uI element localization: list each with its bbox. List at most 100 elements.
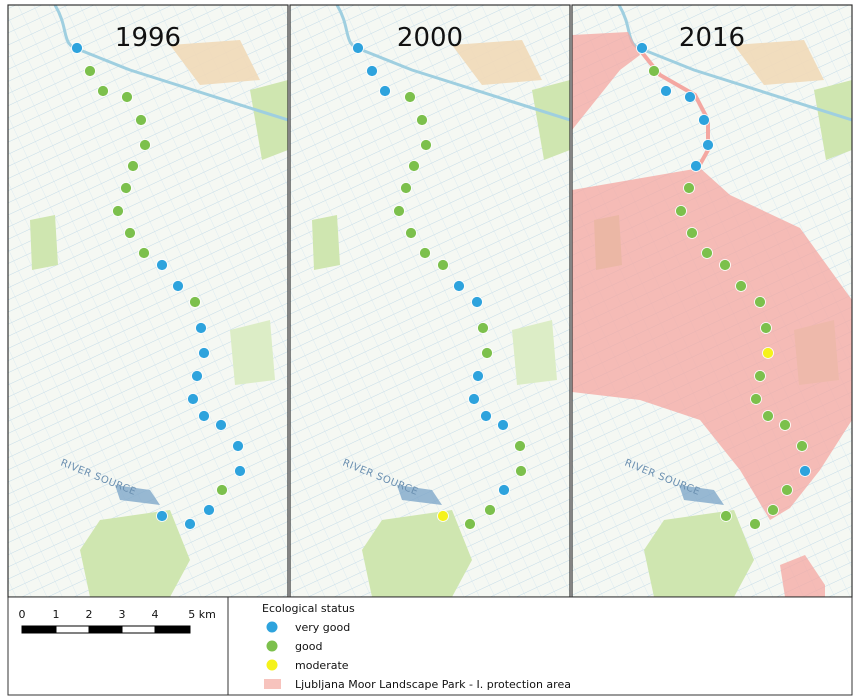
status-dot bbox=[139, 139, 151, 151]
status-dot bbox=[468, 393, 480, 405]
status-dot bbox=[97, 85, 109, 97]
status-dot bbox=[760, 322, 772, 334]
scale-segment bbox=[154, 625, 191, 634]
forest bbox=[532, 80, 570, 160]
status-dot bbox=[112, 205, 124, 217]
urban-area bbox=[734, 40, 824, 85]
legend-label: good bbox=[295, 640, 322, 653]
status-dot bbox=[480, 410, 492, 422]
status-dot bbox=[156, 259, 168, 271]
status-dot bbox=[481, 347, 493, 359]
status-dot bbox=[187, 393, 199, 405]
status-dot bbox=[404, 91, 416, 103]
scale-label: 5 km bbox=[188, 608, 216, 621]
status-dot bbox=[464, 518, 476, 530]
status-dot bbox=[127, 160, 139, 172]
status-dot bbox=[750, 393, 762, 405]
status-dot bbox=[120, 182, 132, 194]
status-dot bbox=[749, 518, 761, 530]
protection-area bbox=[780, 555, 825, 597]
status-dot bbox=[366, 65, 378, 77]
status-dot bbox=[472, 370, 484, 382]
status-dot bbox=[514, 440, 526, 452]
legend-swatch bbox=[264, 679, 281, 689]
legend-label: very good bbox=[295, 621, 350, 634]
status-dot bbox=[416, 114, 428, 126]
status-dot bbox=[234, 465, 246, 477]
legend: very good good moderate Ljubljana Moor Land… bbox=[264, 621, 571, 691]
legend-swatch bbox=[266, 621, 278, 633]
status-dot bbox=[497, 419, 509, 431]
status-dot bbox=[215, 419, 227, 431]
status-dot bbox=[191, 370, 203, 382]
status-dot bbox=[203, 504, 215, 516]
scale-label: 3 bbox=[119, 608, 126, 621]
map-background bbox=[8, 5, 288, 597]
status-dot bbox=[648, 65, 660, 77]
status-dot bbox=[675, 205, 687, 217]
forest bbox=[250, 80, 288, 160]
scale-label: 2 bbox=[86, 608, 93, 621]
status-dot bbox=[420, 139, 432, 151]
status-dot bbox=[690, 160, 702, 172]
status-dot bbox=[121, 91, 133, 103]
legend-label: Ljubljana Moor Landscape Park - I. prote… bbox=[295, 678, 571, 691]
status-dot bbox=[156, 510, 168, 522]
status-dot bbox=[735, 280, 747, 292]
status-dot bbox=[762, 347, 774, 359]
status-dot bbox=[471, 296, 483, 308]
scale-label: 0 bbox=[19, 608, 26, 621]
status-dot bbox=[686, 227, 698, 239]
status-dot bbox=[799, 465, 811, 477]
status-dot bbox=[683, 182, 695, 194]
status-dot bbox=[408, 160, 420, 172]
status-dot bbox=[437, 510, 449, 522]
scale-segment bbox=[88, 625, 123, 634]
source-area bbox=[679, 485, 724, 505]
status-dot bbox=[498, 484, 510, 496]
panel-year: 1996 bbox=[115, 23, 181, 53]
map-background bbox=[290, 5, 570, 597]
status-dot bbox=[198, 347, 210, 359]
scale-label: 1 bbox=[53, 608, 60, 621]
status-dot bbox=[754, 370, 766, 382]
status-dot bbox=[198, 410, 210, 422]
panel-year: 2016 bbox=[679, 23, 745, 53]
forest bbox=[312, 215, 340, 270]
status-dot bbox=[216, 484, 228, 496]
status-dot bbox=[189, 296, 201, 308]
status-dot bbox=[754, 296, 766, 308]
status-dot bbox=[71, 42, 83, 54]
status-dot bbox=[720, 510, 732, 522]
forest bbox=[814, 80, 852, 160]
legend-label: moderate bbox=[295, 659, 349, 672]
status-dot bbox=[393, 205, 405, 217]
status-dot bbox=[767, 504, 779, 516]
panel-year: 2000 bbox=[397, 23, 463, 53]
status-dot bbox=[195, 322, 207, 334]
status-dot bbox=[84, 65, 96, 77]
status-dot bbox=[232, 440, 244, 452]
status-dot bbox=[779, 419, 791, 431]
status-dot bbox=[135, 114, 147, 126]
status-dot bbox=[352, 42, 364, 54]
source-area bbox=[115, 485, 160, 505]
status-dot bbox=[636, 42, 648, 54]
status-dot bbox=[698, 114, 710, 126]
source-area bbox=[397, 485, 442, 505]
status-dot bbox=[477, 322, 489, 334]
status-dot bbox=[796, 440, 808, 452]
urban-area bbox=[452, 40, 542, 85]
status-dot bbox=[124, 227, 136, 239]
status-dot bbox=[453, 280, 465, 292]
forest bbox=[644, 510, 754, 597]
protection-area bbox=[572, 32, 640, 130]
status-dot bbox=[379, 85, 391, 97]
forest bbox=[30, 215, 58, 270]
status-dot bbox=[405, 227, 417, 239]
scale-segment bbox=[121, 625, 156, 634]
status-dot bbox=[701, 247, 713, 259]
status-dot bbox=[172, 280, 184, 292]
